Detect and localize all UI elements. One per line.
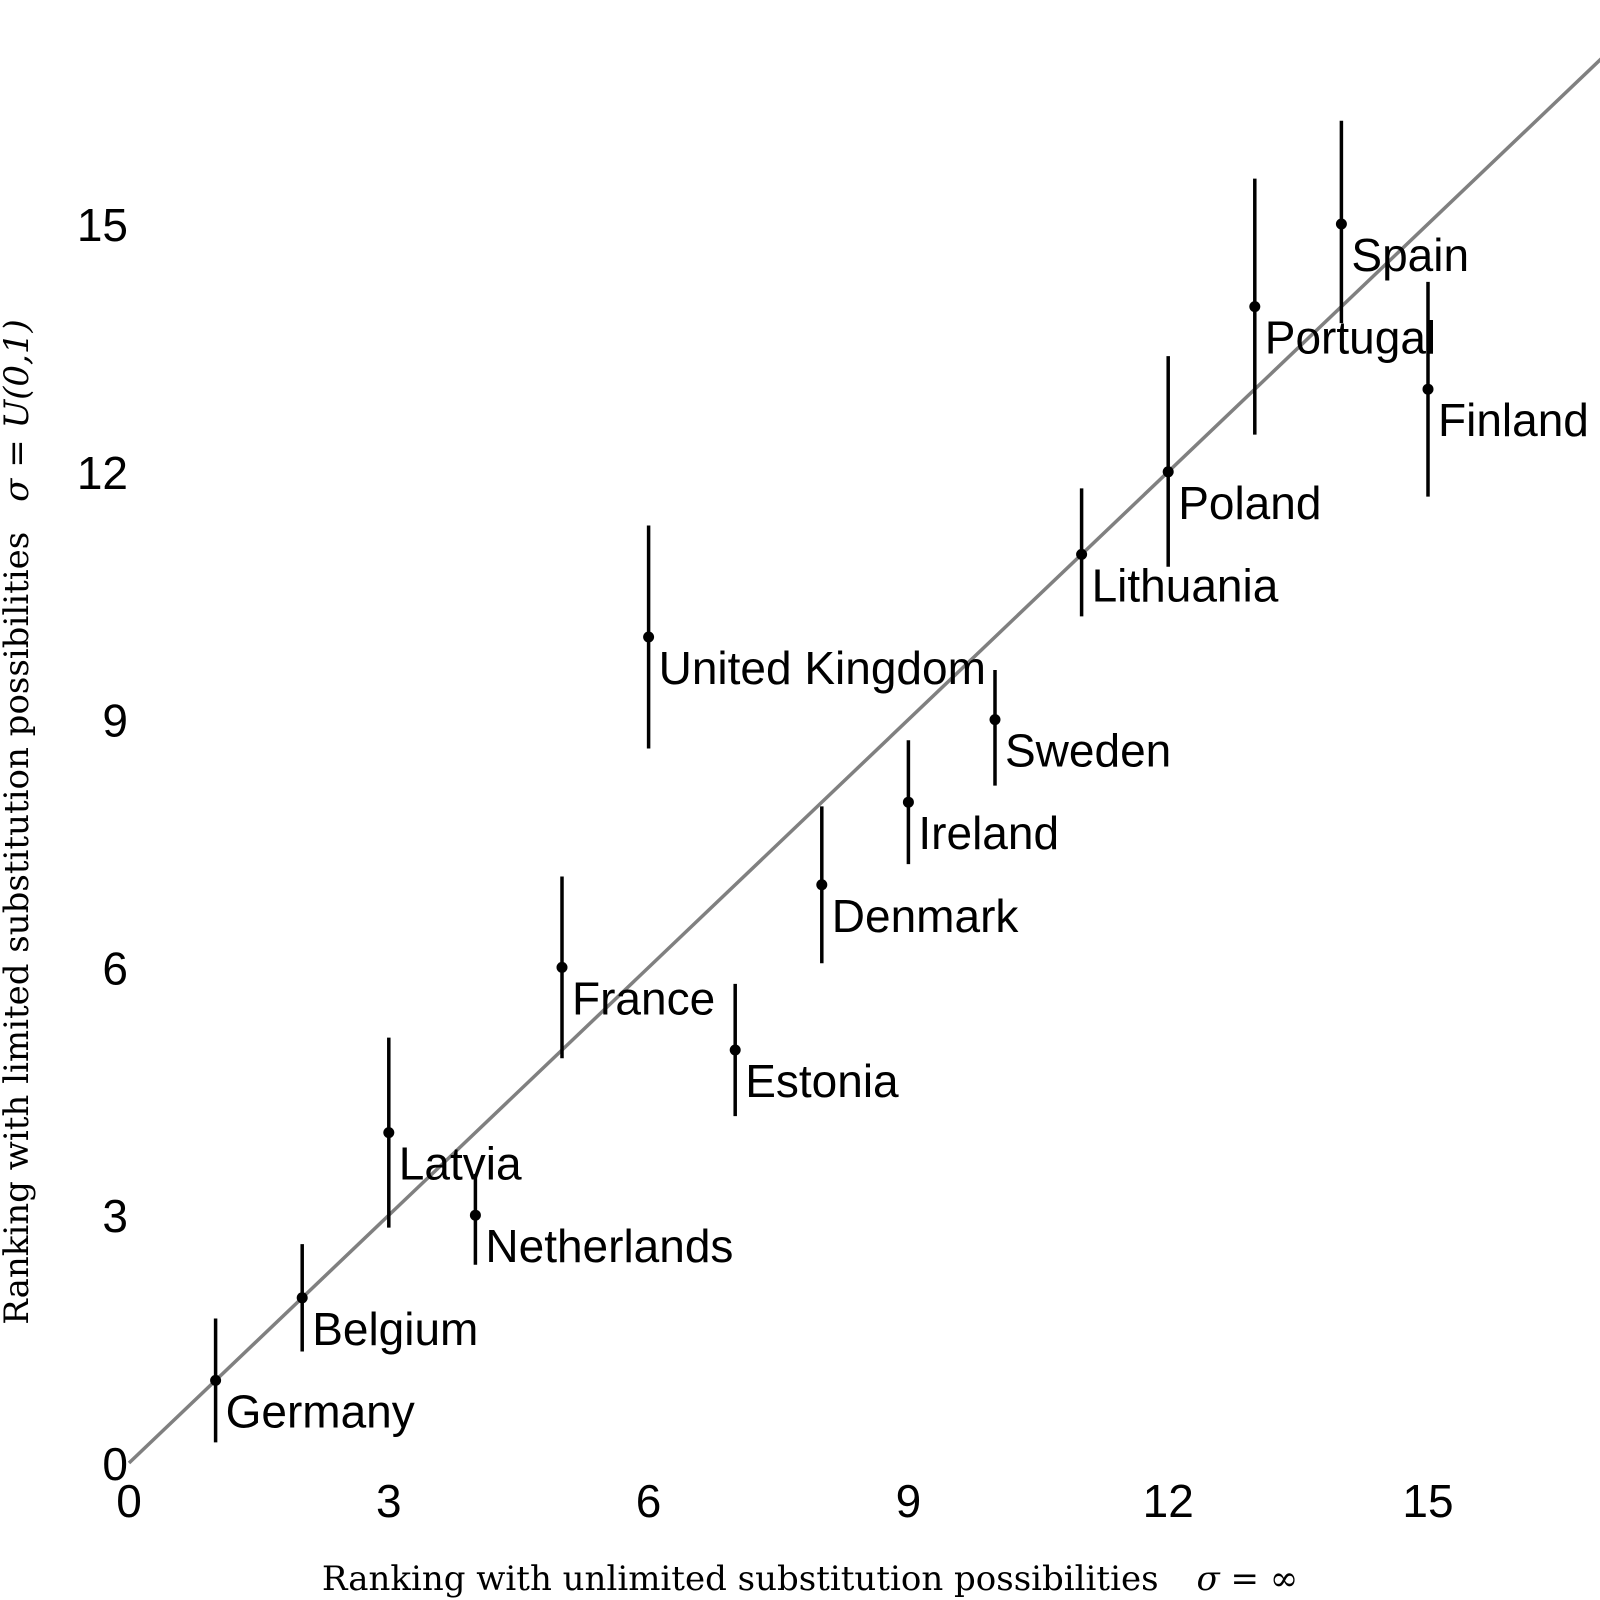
data-point xyxy=(729,1044,741,1056)
x-tick-label: 3 xyxy=(376,1475,402,1527)
x-axis-ticks: 0 3 6 9 12 15 xyxy=(116,1475,1453,1527)
data-point xyxy=(1162,466,1174,478)
reference-line-layer xyxy=(127,57,1600,1465)
point-label: Sweden xyxy=(1005,725,1171,777)
x-tick-label: 12 xyxy=(1143,1475,1194,1527)
point-label: United Kingdom xyxy=(659,642,986,694)
data-point xyxy=(989,714,1001,726)
data-point xyxy=(383,1127,395,1139)
point-label: Portugal xyxy=(1265,312,1436,364)
x-tick-label: 0 xyxy=(116,1475,142,1527)
x-tick-label: 9 xyxy=(896,1475,922,1527)
data-point xyxy=(902,796,914,808)
y-axis-title: Ranking with limited substitution possib… xyxy=(0,319,37,1325)
data-point xyxy=(1335,218,1347,230)
point-label: Lithuania xyxy=(1092,559,1279,611)
y-tick-label: 6 xyxy=(102,942,128,994)
y-tick-label: 0 xyxy=(102,1438,128,1490)
data-point xyxy=(556,961,568,973)
x-axis-title: Ranking with unlimited substitution poss… xyxy=(322,1559,1298,1599)
y-tick-label: 15 xyxy=(77,199,128,251)
data-point xyxy=(1249,301,1261,313)
y-tick-label: 12 xyxy=(77,447,128,499)
point-label: Ireland xyxy=(918,807,1059,859)
y-axis-title-symbol: σ = U(0,1) xyxy=(0,319,37,502)
y-axis-title-text: Ranking with limited substitution possib… xyxy=(0,532,37,1325)
y-axis-ticks: 0 3 6 9 12 15 xyxy=(77,199,128,1490)
x-tick-label: 15 xyxy=(1402,1475,1453,1527)
point-label: Germany xyxy=(226,1385,415,1437)
error-bars-layer xyxy=(213,120,1430,1443)
point-label: Denmark xyxy=(832,890,1020,942)
data-point xyxy=(296,1292,308,1304)
reference-line xyxy=(127,57,1600,1465)
point-label: Spain xyxy=(1351,229,1469,281)
point-label: Estonia xyxy=(745,1055,899,1107)
point-label: Latvia xyxy=(399,1138,522,1190)
point-label: Finland xyxy=(1438,394,1589,446)
y-tick-label: 9 xyxy=(102,695,128,747)
point-labels-layer: Germany Belgium Latvia Netherlands France Uni… xyxy=(226,229,1589,1437)
points-layer xyxy=(210,218,1434,1386)
point-label: Belgium xyxy=(312,1303,478,1355)
x-axis-title-text: Ranking with unlimited substitution poss… xyxy=(322,1559,1159,1599)
data-point xyxy=(1076,548,1088,560)
point-label: France xyxy=(572,972,715,1024)
data-point xyxy=(643,631,655,643)
data-point xyxy=(1422,383,1434,395)
point-label: Poland xyxy=(1178,477,1321,529)
y-tick-label: 3 xyxy=(102,1190,128,1242)
data-point xyxy=(469,1209,481,1221)
x-axis-title-symbol: σ = ∞ xyxy=(1197,1559,1299,1599)
x-tick-label: 6 xyxy=(636,1475,662,1527)
data-point xyxy=(210,1374,222,1386)
point-label: Netherlands xyxy=(485,1220,733,1272)
data-point xyxy=(816,879,828,891)
